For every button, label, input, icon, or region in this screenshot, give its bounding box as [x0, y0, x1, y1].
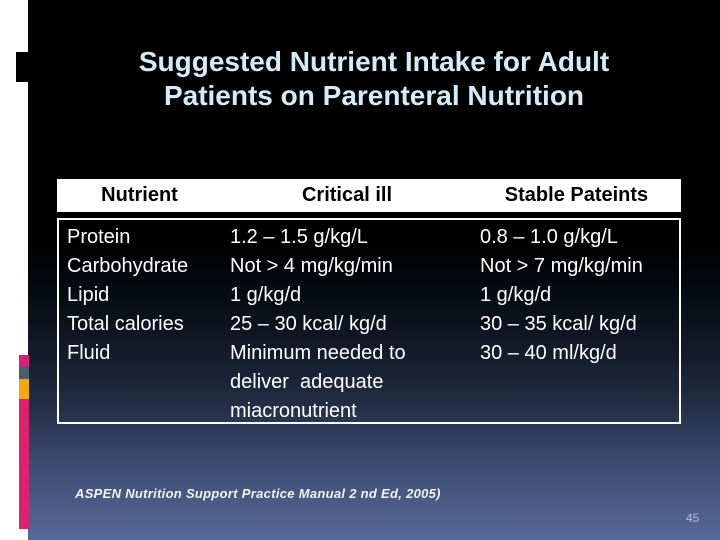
table-line: Not > 7 mg/kg/min — [480, 255, 643, 277]
black-notch-accent — [16, 52, 28, 82]
citation-text: ASPEN Nutrition Support Practice Manual … — [75, 486, 441, 501]
table-line: Minimum needed to — [230, 342, 406, 364]
table-line: 1.2 – 1.5 g/kg/L — [230, 226, 368, 248]
table-line: 1 g/kg/d — [230, 284, 302, 306]
header-cell-stable-patients: Stable Pateints — [504, 184, 649, 206]
left-frame-strip — [0, 0, 29, 540]
table-line: 30 – 40 ml/kg/d — [480, 342, 617, 364]
page-number: 45 — [686, 511, 700, 525]
header-cell-nutrient: Nutrient — [101, 184, 178, 206]
table-line: 0.8 – 1.0 g/kg/L — [480, 226, 618, 248]
accent-square-magenta — [19, 355, 29, 367]
table-line: Fluid — [67, 342, 111, 364]
header-cell-critical-ill: Critical ill — [301, 184, 393, 206]
nutrient-table: Nutrient Critical ill Stable Pateints Pr… — [57, 179, 681, 424]
table-line: 25 – 30 kcal/ kg/d — [230, 313, 387, 335]
slide-title-line2: Patients on Parenteral Nutrition — [163, 80, 585, 111]
table-line: Protein — [67, 226, 131, 248]
table-line: Carbohydrate — [67, 255, 189, 277]
table-header-row: Nutrient Critical ill Stable Pateints — [57, 179, 681, 212]
table-line: miacronutrient — [230, 400, 357, 422]
accent-square-amber — [19, 379, 29, 399]
table-line: Not > 4 mg/kg/min — [230, 255, 393, 277]
table-column-stable-patients: 0.8 – 1.0 g/kg/L Not > 7 mg/kg/min 1 g/k… — [474, 223, 679, 422]
slide-title-line1: Suggested Nutrient Intake for Adult — [138, 46, 610, 77]
slide-title: Suggested Nutrient Intake for Adult Pati… — [28, 45, 720, 113]
slide-background — [28, 0, 720, 540]
accent-bar-magenta — [19, 399, 29, 529]
table-line: Total calories — [67, 313, 184, 335]
table-column-critical-ill: 1.2 – 1.5 g/kg/L Not > 4 mg/kg/min 1 g/k… — [224, 223, 474, 422]
table-line: 30 – 35 kcal/ kg/d — [480, 313, 637, 335]
table-column-nutrient: Protein Carbohydrate Lipid Total calorie… — [59, 223, 224, 422]
table-body: Protein Carbohydrate Lipid Total calorie… — [57, 218, 681, 424]
table-line: 1 g/kg/d — [480, 284, 552, 306]
accent-square-gray — [19, 367, 29, 379]
table-line: Lipid — [67, 284, 110, 306]
table-line: deliver adequate — [230, 371, 384, 393]
